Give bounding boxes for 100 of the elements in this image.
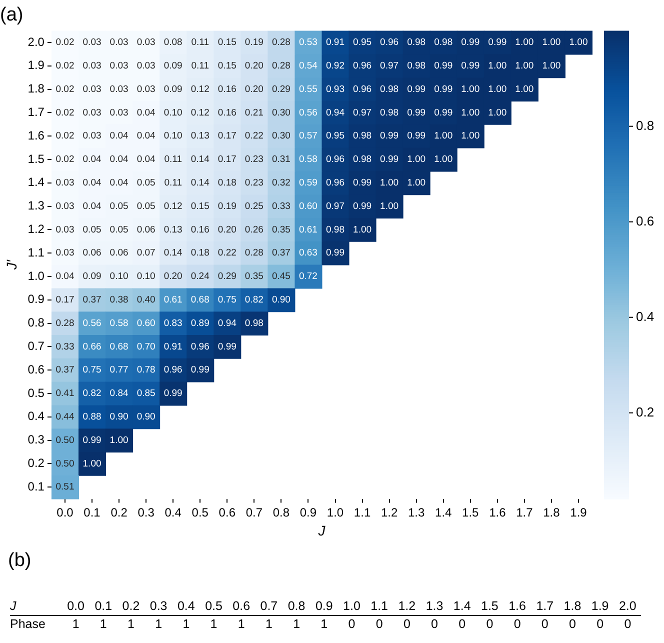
x-tick-label: 0.9 — [300, 505, 317, 520]
data-label: 0.82 — [82, 388, 102, 400]
x-tick-label: 1.5 — [476, 598, 504, 616]
y-tick-label: 1.3 — [28, 198, 45, 213]
x-tick-label: 1.3 — [408, 505, 425, 520]
data-label: 0.98 — [326, 224, 345, 236]
x-tick-label: 0.6 — [228, 598, 256, 616]
color-bar-label: 0.4 — [636, 308, 654, 324]
x-tick-label: 0.9 — [310, 598, 338, 616]
data-label: 0.37 — [272, 248, 290, 259]
data-label: 0.32 — [272, 178, 290, 189]
data-label: 0.68 — [110, 341, 128, 352]
data-label: 0.99 — [488, 37, 507, 48]
data-label: 0.28 — [272, 60, 290, 72]
data-label: 0.83 — [164, 318, 182, 329]
data-label: 0.96 — [353, 60, 372, 72]
data-label: 0.99 — [407, 107, 426, 118]
x-tick-label: 1.6 — [504, 598, 532, 616]
data-label: 0.56 — [82, 318, 102, 329]
x-tick-label: 1.6 — [489, 505, 506, 520]
chart-title: (a) — [0, 4, 24, 26]
data-label: 0 — [458, 616, 467, 632]
data-label: 0.96 — [190, 341, 210, 352]
data-label: 0.63 — [298, 248, 318, 259]
data-label: 0.99 — [380, 130, 399, 142]
y-tick-label: 1.2 — [28, 222, 45, 236]
data-label: 0.11 — [164, 178, 182, 189]
x-tick-label: 0.5 — [192, 505, 209, 520]
data-label: 0.61 — [164, 294, 182, 306]
data-label: 0.96 — [164, 364, 182, 376]
data-label: 1 — [236, 616, 246, 632]
data-label: 0.12 — [164, 200, 182, 212]
data-label: 0 — [430, 616, 439, 632]
data-label: 0.50 — [56, 458, 74, 470]
data-label: 0.20 — [218, 224, 236, 236]
data-label: 0.16 — [218, 84, 236, 95]
data-label: 0.60 — [298, 200, 318, 212]
data-label: 0.96 — [326, 178, 345, 189]
data-label: 0.09 — [164, 84, 182, 95]
data-label: 1.00 — [569, 37, 588, 48]
data-label: 0.23 — [244, 154, 264, 166]
data-label: 0.75 — [218, 294, 236, 306]
data-label: 1.00 — [407, 154, 426, 166]
x-tick-label: 1.2 — [393, 598, 421, 616]
data-label: 0.04 — [82, 200, 102, 212]
y-tick-label: 0.7 — [28, 339, 45, 354]
data-label: 0.98 — [380, 84, 399, 95]
data-label: 0.17 — [218, 154, 236, 166]
data-label: 1 — [98, 616, 108, 632]
data-label: 0.03 — [110, 37, 128, 48]
data-label: 0 — [374, 616, 384, 632]
data-label: 0.88 — [82, 412, 102, 423]
y-tick-label: 0.5 — [28, 386, 45, 400]
data-label: 0.90 — [110, 412, 128, 423]
data-label: 0.98 — [407, 60, 426, 72]
x-tick-label: 0.7 — [246, 505, 263, 520]
data-label: 0.33 — [272, 200, 290, 212]
data-label: 0.96 — [326, 154, 345, 166]
data-label: 0.28 — [272, 37, 290, 48]
data-label: 0.02 — [56, 37, 74, 48]
data-label: 0.51 — [56, 482, 74, 493]
data-label: 0.41 — [56, 388, 74, 400]
y-tick-label: 0.1 — [28, 479, 45, 494]
y-tick-label: 1.7 — [28, 105, 45, 120]
data-label: 0 — [485, 616, 494, 632]
data-label: 0.99 — [461, 60, 480, 72]
data-label: 0.05 — [136, 178, 156, 189]
y-tick-label: 0.9 — [28, 292, 45, 306]
data-label: 1.00 — [380, 178, 399, 189]
data-label: 1.00 — [515, 37, 534, 48]
data-label: 0.56 — [298, 107, 318, 118]
data-label: 0.10 — [110, 271, 128, 282]
data-label: 0.20 — [164, 271, 182, 282]
data-label: 0.98 — [380, 107, 399, 118]
data-label: 0.10 — [164, 107, 182, 118]
data-label: 0.04 — [82, 178, 102, 189]
color-bar-label: 0.8 — [636, 118, 654, 133]
data-label: 0.91 — [164, 341, 182, 352]
data-label: 0.66 — [82, 341, 102, 352]
x-tick-label: 1.0 — [326, 505, 344, 520]
data-label: 1.00 — [488, 84, 507, 95]
data-label: 1 — [320, 616, 329, 632]
data-label: 0.75 — [82, 364, 102, 376]
data-label: 0.57 — [298, 130, 318, 142]
data-label: 0.30 — [272, 130, 290, 142]
data-label: 0.03 — [56, 248, 74, 259]
data-label: 0.90 — [272, 294, 290, 306]
y-tick-label: 1.1 — [28, 245, 45, 260]
data-label: 0.28 — [244, 248, 264, 259]
data-label: 0.21 — [244, 107, 264, 118]
data-label: 0.15 — [218, 37, 236, 48]
data-label: 0.96 — [380, 37, 399, 48]
data-label: 0.77 — [110, 364, 128, 376]
data-label: 1 — [71, 616, 80, 632]
data-label: 0.59 — [298, 178, 318, 189]
x-tick-label: 1.4 — [448, 598, 476, 616]
data-label: 0.11 — [191, 60, 210, 72]
data-label: 0.70 — [136, 341, 156, 352]
data-label: 0.03 — [82, 60, 102, 72]
data-label: 0.98 — [434, 37, 453, 48]
